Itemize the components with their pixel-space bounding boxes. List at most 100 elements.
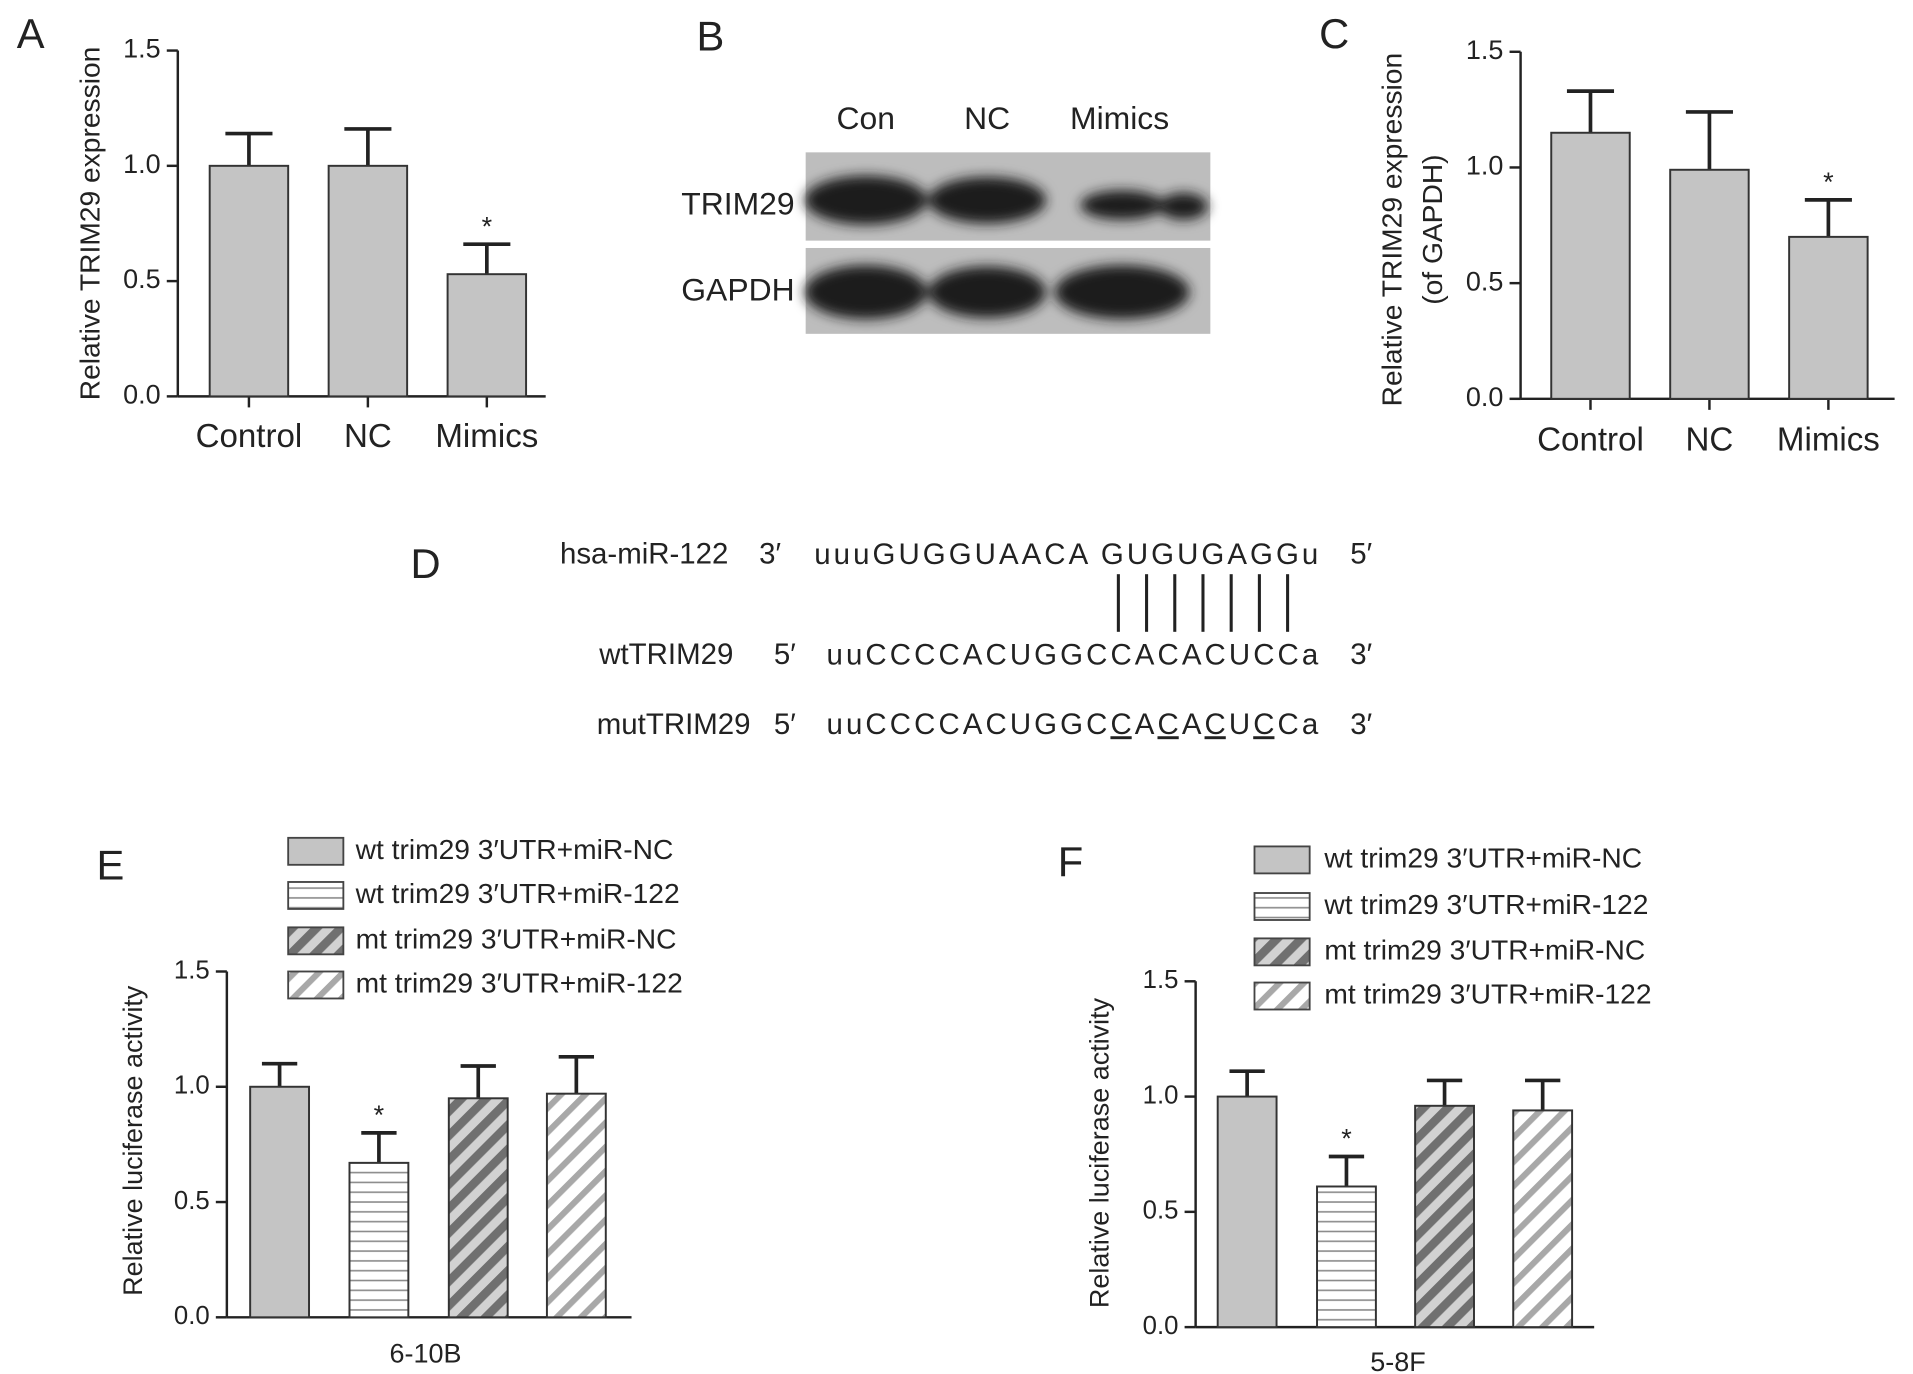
significance-mark: * bbox=[1823, 167, 1834, 197]
panel-label: B bbox=[697, 13, 725, 60]
x-tick-label: NC bbox=[1686, 421, 1734, 458]
bar bbox=[1512, 1109, 1574, 1329]
bar bbox=[1216, 1095, 1278, 1329]
legend-label: mt trim29 3′UTR+miR-122 bbox=[356, 966, 683, 998]
y-tick-label: 1.0 bbox=[174, 1072, 210, 1100]
x-tick-label: Mimics bbox=[435, 418, 538, 455]
sequence-end: 5′ bbox=[1350, 538, 1372, 571]
bar bbox=[1550, 131, 1631, 400]
legend-swatch bbox=[1253, 981, 1311, 1011]
y-axis-label: Relative TRIM29 expression bbox=[73, 47, 105, 401]
x-tick-label: Mimics bbox=[1777, 421, 1880, 458]
panel-label: F bbox=[1058, 838, 1083, 885]
sequence-name: mutTRIM29 bbox=[597, 708, 751, 741]
legend-swatch bbox=[1253, 937, 1311, 967]
sequence-end: 3′ bbox=[759, 538, 781, 571]
bar bbox=[1788, 235, 1869, 400]
sequence-end: 3′ bbox=[1350, 638, 1372, 671]
pairing-lines bbox=[1116, 574, 1290, 632]
y-tick-label: 0.0 bbox=[1143, 1312, 1179, 1340]
bar bbox=[1414, 1104, 1475, 1329]
protein-label: GAPDH bbox=[681, 272, 794, 308]
sequence-part: C bbox=[1157, 708, 1178, 741]
bar bbox=[545, 1092, 607, 1319]
sequence: uuuGUGGUAACA GUGUGAGGu bbox=[814, 538, 1318, 571]
sequence-end: 3′ bbox=[1350, 708, 1372, 741]
legend-label: wt trim29 3′UTR+miR-NC bbox=[355, 833, 674, 865]
y-tick-label: 1.0 bbox=[1466, 151, 1503, 181]
bar bbox=[348, 1161, 410, 1319]
bar bbox=[446, 273, 528, 398]
legend-swatch bbox=[287, 970, 345, 1000]
sequence-part: C bbox=[1253, 708, 1274, 741]
sequence-part: uuuGUGGUAACA GUGUGAGGu bbox=[814, 538, 1318, 571]
sequence-end: 5′ bbox=[774, 638, 796, 671]
sequence-name: hsa-miR-122 bbox=[560, 538, 728, 571]
sequence-part: Ca bbox=[1278, 708, 1319, 741]
y-tick-label: 1.5 bbox=[123, 34, 160, 64]
x-axis-label: 6-10B bbox=[390, 1338, 462, 1368]
y-tick-label: 0.0 bbox=[174, 1302, 210, 1330]
panel-label: A bbox=[17, 10, 45, 57]
y-axis-label: Relative luciferase activity bbox=[1084, 997, 1114, 1308]
legend-label: wt trim29 3′UTR+miR-NC bbox=[1323, 841, 1642, 873]
x-tick-label: Control bbox=[1537, 421, 1644, 458]
significance-mark: * bbox=[482, 211, 493, 241]
significance-mark: * bbox=[374, 1100, 385, 1130]
y-tick-label: 0.5 bbox=[174, 1187, 210, 1215]
y-tick-label: 1.0 bbox=[123, 149, 160, 179]
sequence-name: wtTRIM29 bbox=[598, 638, 733, 671]
legend-swatch bbox=[287, 926, 345, 956]
sequence: uuCCCCACUGGCCACACUCCa bbox=[827, 638, 1319, 671]
y-axis-label: Relative TRIM29 expression bbox=[1376, 53, 1408, 407]
y-tick-label: 0.5 bbox=[1466, 266, 1503, 296]
y-tick-label: 0.0 bbox=[123, 379, 160, 409]
legend-label: wt trim29 3′UTR+miR-122 bbox=[1323, 888, 1648, 920]
bar bbox=[208, 164, 290, 398]
sequence-part: C bbox=[1205, 708, 1226, 741]
sequence-part: U bbox=[1229, 708, 1250, 741]
x-tick-label: Control bbox=[196, 418, 303, 455]
panel-label: C bbox=[1319, 10, 1349, 57]
y-tick-label: 1.5 bbox=[1466, 35, 1503, 65]
lane-label: Con bbox=[837, 100, 895, 136]
panel-label: E bbox=[96, 842, 124, 889]
bar bbox=[1316, 1185, 1377, 1329]
bar bbox=[249, 1085, 311, 1319]
blot-image bbox=[804, 152, 1211, 334]
legend-label: wt trim29 3′UTR+miR-122 bbox=[355, 877, 680, 909]
y-tick-label: 0.5 bbox=[123, 264, 160, 294]
lane-label: Mimics bbox=[1070, 100, 1169, 136]
y-tick-label: 0.5 bbox=[1143, 1197, 1179, 1225]
sequence-part: C bbox=[1110, 708, 1131, 741]
legend-label: mt trim29 3′UTR+miR-NC bbox=[356, 922, 677, 954]
lane-label: NC bbox=[964, 100, 1010, 136]
y-axis-label: Relative luciferase activity bbox=[118, 985, 148, 1296]
sequence-end: 5′ bbox=[774, 708, 796, 741]
y-axis-label: (of GAPDH) bbox=[1416, 154, 1448, 304]
y-tick-label: 1.0 bbox=[1143, 1081, 1179, 1109]
legend-label: mt trim29 3′UTR+miR-122 bbox=[1324, 977, 1651, 1009]
bar bbox=[327, 164, 409, 398]
x-tick-label: NC bbox=[344, 418, 392, 455]
sequence-part: A bbox=[1135, 708, 1155, 741]
y-tick-label: 1.5 bbox=[174, 956, 210, 984]
bar bbox=[1669, 168, 1750, 400]
sequence-part: uuCCCCACUGGC bbox=[827, 708, 1108, 741]
legend-swatch bbox=[1253, 892, 1311, 921]
significance-mark: * bbox=[1341, 1124, 1352, 1154]
sequence-part: A bbox=[1182, 708, 1202, 741]
bar bbox=[447, 1097, 509, 1319]
sequence-part: uuCCCCACUGGCCACACUCCa bbox=[827, 638, 1319, 671]
x-axis-label: 5-8F bbox=[1370, 1347, 1425, 1374]
y-tick-label: 1.5 bbox=[1143, 966, 1179, 994]
legend-swatch bbox=[1253, 845, 1311, 875]
y-tick-label: 0.0 bbox=[1466, 382, 1503, 412]
protein-label: TRIM29 bbox=[681, 186, 794, 222]
legend-label: mt trim29 3′UTR+miR-NC bbox=[1324, 933, 1645, 965]
panel-label: D bbox=[410, 540, 440, 587]
legend-swatch bbox=[287, 881, 345, 910]
